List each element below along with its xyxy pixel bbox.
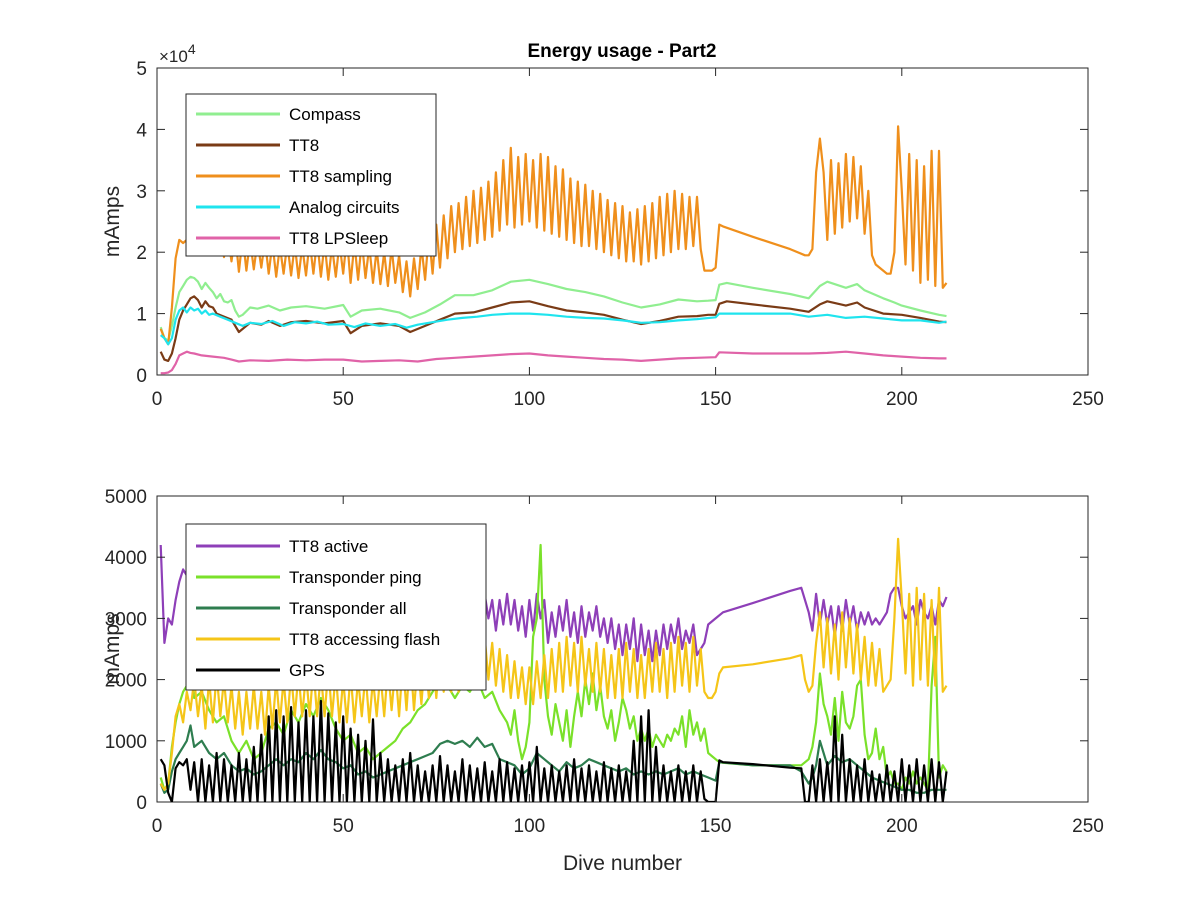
legend-0: Compass TT8 TT8 sampling Analog circuits TT8… <box>185 93 437 257</box>
series-line-tt8 <box>159 295 947 362</box>
x-tick-label: 100 <box>514 816 546 837</box>
series-line-tt8-active <box>159 544 948 663</box>
y-tick-label: 4 <box>136 120 147 141</box>
legend-entry-label: TT8 sampling <box>289 167 392 186</box>
legend-entry-label: TT8 LPSleep <box>289 229 388 248</box>
y-tick-label: 2000 <box>105 671 147 692</box>
legend-entry-label: TT8 <box>289 136 319 155</box>
y-tick-label: 0 <box>136 793 147 814</box>
legend-entry-label: Compass <box>289 105 361 124</box>
series-group-1 <box>159 537 948 802</box>
x-tick-label: 50 <box>333 816 354 837</box>
series-line-analog-circuits <box>159 306 947 346</box>
y-tick-label: 1 <box>136 305 147 326</box>
x-tick-label: 250 <box>1072 389 1104 410</box>
legend-1: TT8 active Transponder ping Transponder al… <box>185 523 487 691</box>
y-tick-label: 0 <box>136 366 147 387</box>
legend-entry-label: TT8 active <box>289 537 368 556</box>
x-tick-label: 250 <box>1072 816 1104 837</box>
x-tick-label: 200 <box>886 816 918 837</box>
top-panel: 0 50 100 150 200 250012345×104mAmpsCompassTT8… <box>101 41 1104 410</box>
series-line-compass <box>159 275 947 342</box>
y-axis-label: mAmps <box>101 186 124 257</box>
y-exponent-power: 4 <box>188 41 196 57</box>
legend-entry-label: Transponder ping <box>289 568 422 587</box>
legend-entry-label: GPS <box>289 661 325 680</box>
series-line-tt8-accessing-flash <box>159 537 948 791</box>
series-line-gps <box>159 699 948 802</box>
series-line-tt8-lpsleep <box>160 350 947 375</box>
x-tick-label: 0 <box>152 816 163 837</box>
figure-title: Energy usage - Part2 <box>527 41 716 62</box>
series-line-transponder-ping <box>159 543 948 791</box>
y-tick-label: 4000 <box>105 548 147 569</box>
x-axis-label: Dive number <box>563 852 682 875</box>
x-tick-label: 0 <box>152 389 163 410</box>
x-tick-label: 150 <box>700 816 732 837</box>
legend-entry-label: Analog circuits <box>289 198 400 217</box>
y-axis-label: mAmps <box>101 613 124 684</box>
y-tick-label: 2 <box>136 243 147 264</box>
y-tick-label: 1000 <box>105 732 147 753</box>
x-tick-label: 50 <box>333 389 354 410</box>
plot-area-0 <box>156 67 1089 376</box>
bottom-panel: 0 50 100 150 200 250 0 1000 2000 3000 4000 5000 mAmp… <box>101 487 1104 875</box>
x-tick-label: 150 <box>700 389 732 410</box>
y-tick-label: 3 <box>136 182 147 203</box>
y-tick-label: 5000 <box>105 487 147 508</box>
y-tick-label: 3000 <box>105 609 147 630</box>
x-tick-label: 100 <box>514 389 546 410</box>
legend-entry-label: TT8 accessing flash <box>289 630 440 649</box>
x-tick-label: 200 <box>886 389 918 410</box>
y-tick-label: 5 <box>136 59 147 80</box>
series-group-0 <box>159 125 948 375</box>
legend-entry-label: Transponder all <box>289 599 407 618</box>
